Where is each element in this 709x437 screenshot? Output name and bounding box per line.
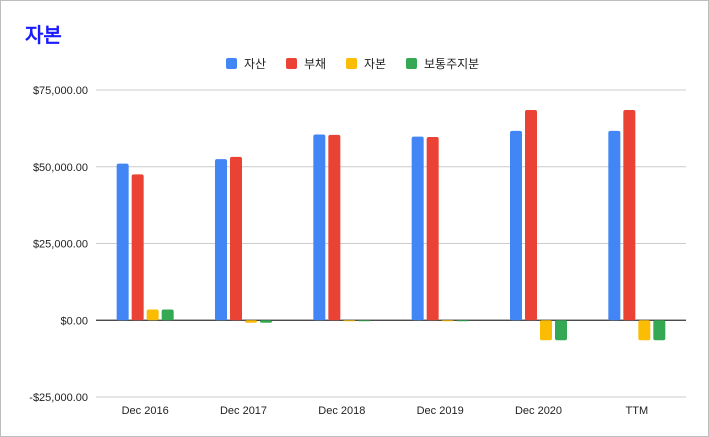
legend-swatch (286, 58, 297, 69)
x-tick-label: Dec 2019 (417, 405, 464, 417)
chart-title: 자본 (25, 23, 62, 47)
bar-자본-dec-2019[interactable] (441, 320, 454, 322)
bar-자본-dec-2017[interactable] (245, 320, 257, 323)
bar-부채-ttm[interactable] (623, 109, 636, 321)
legend-label: 부채 (304, 57, 326, 71)
bar-보통주지분-ttm[interactable] (653, 320, 666, 341)
bars (116, 109, 666, 341)
x-tick-label: Dec 2017 (220, 405, 267, 417)
x-tick-label: Dec 2018 (318, 405, 365, 417)
y-tick-label: $50,000.00 (33, 162, 88, 174)
x-tick-label: Dec 2016 (122, 405, 169, 417)
x-tick-label: Dec 2020 (515, 405, 562, 417)
gridlines (96, 89, 686, 398)
y-axis-tick-labels: $75,000.00 $50,000.00 $25,000.00 $0.00 -$25,… (29, 85, 88, 404)
legend-label: 자본 (364, 57, 386, 71)
legend-item-보통주지분[interactable]: 보통주지분 (406, 57, 479, 71)
bar-보통주지분-dec-2019[interactable] (456, 320, 469, 322)
legend-label: 보통주지분 (424, 57, 479, 71)
legend-item-부채[interactable]: 부채 (286, 57, 326, 71)
y-tick-label: -$25,000.00 (29, 392, 88, 404)
bar-부채-dec-2016[interactable] (131, 174, 144, 321)
bar-자본-dec-2018[interactable] (343, 320, 356, 322)
bar-자산-dec-2016[interactable] (116, 163, 129, 321)
legend-label: 자산 (244, 57, 266, 71)
bar-보통주지분-dec-2018[interactable] (358, 320, 371, 322)
y-tick-label: $75,000.00 (33, 85, 88, 97)
legend-swatch (226, 58, 237, 69)
legend[interactable]: 자산 부채 자본 보통주지분 (226, 57, 479, 71)
bar-자본-dec-2016[interactable] (146, 309, 159, 321)
bar-보통주지분-dec-2017[interactable] (260, 320, 272, 323)
x-tick-label: TTM (626, 405, 649, 417)
legend-item-자산[interactable]: 자산 (226, 57, 266, 71)
legend-swatch (346, 58, 357, 69)
bar-부채-dec-2020[interactable] (525, 109, 537, 321)
y-tick-label: $25,000.00 (33, 239, 88, 251)
bar-부채-dec-2018[interactable] (328, 134, 341, 321)
bar-보통주지분-dec-2020[interactable] (555, 320, 567, 341)
bar-자산-ttm[interactable] (608, 130, 621, 321)
x-axis-tick-labels: Dec 2016 Dec 2017 Dec 2018 Dec 2019 Dec 2020… (122, 405, 649, 417)
bar-자산-dec-2019[interactable] (411, 136, 424, 321)
bar-부채-dec-2019[interactable] (426, 136, 439, 321)
bar-부채-dec-2017[interactable] (230, 156, 242, 321)
legend-item-자본[interactable]: 자본 (346, 57, 386, 71)
bar-자산-dec-2017[interactable] (215, 159, 227, 321)
bar-보통주지분-dec-2016[interactable] (161, 309, 174, 321)
bar-자산-dec-2018[interactable] (313, 134, 326, 321)
bar-자산-dec-2020[interactable] (510, 130, 522, 321)
y-tick-label: $0.00 (60, 315, 88, 327)
bar-자본-ttm[interactable] (638, 320, 651, 341)
legend-swatch (406, 58, 417, 69)
bar-자본-dec-2020[interactable] (540, 320, 552, 341)
